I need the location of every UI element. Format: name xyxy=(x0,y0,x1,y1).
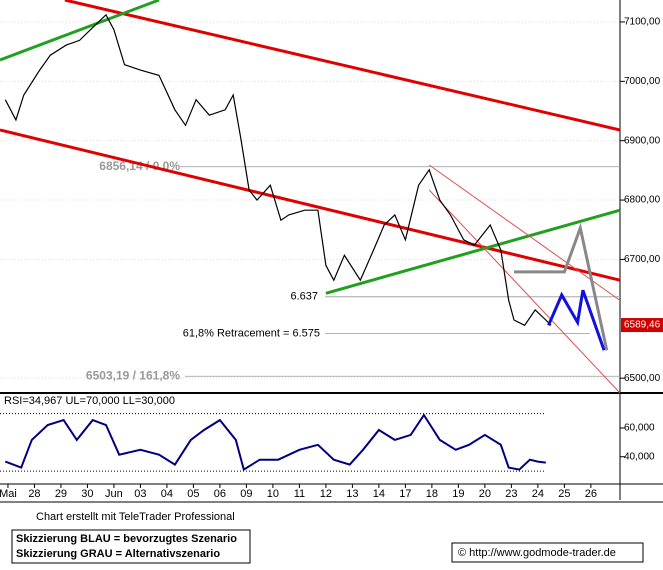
x-tick-label: 26 xyxy=(585,488,597,500)
trendline xyxy=(0,0,160,62)
x-tick-label: 11 xyxy=(294,488,305,500)
scenario-line xyxy=(514,222,609,351)
x-tick-label: 19 xyxy=(452,488,464,500)
x-tick-label: 05 xyxy=(187,488,199,500)
x-tick-label: 03 xyxy=(134,488,146,500)
level-label: 6503,19 / 161,8% xyxy=(86,368,180,382)
x-tick-label: 13 xyxy=(346,488,358,500)
x-tick-label: 25 xyxy=(558,488,570,500)
credit: Chart erstellt mit TeleTrader Profession… xyxy=(36,511,235,523)
last-price-label: 6589,46 xyxy=(624,320,661,331)
level-label: 6.637 xyxy=(290,291,318,303)
legend-box xyxy=(11,529,251,564)
y-tick-label: 6800,00 xyxy=(624,195,661,206)
rsi-line xyxy=(4,413,546,472)
x-tick-label: 14 xyxy=(373,488,385,500)
y-tick-label: 6900,00 xyxy=(624,135,661,146)
y-tick-label: 60,000 xyxy=(624,423,655,434)
legend-entry: Skizzierung BLAU = bevorzugtes Szenario xyxy=(16,533,237,545)
x-tick-label: Jun xyxy=(105,488,123,500)
x-tick-label: 23 xyxy=(505,488,517,500)
x-tick-label: 06 xyxy=(214,488,226,500)
x-tick-label: 20 xyxy=(479,488,491,500)
x-tick-label: 18 xyxy=(426,488,438,500)
last-price-box xyxy=(621,318,663,333)
x-tick-label: Mai xyxy=(0,488,17,500)
source: © http://www.godmode-trader.de xyxy=(458,547,616,559)
x-tick-label: 28 xyxy=(28,488,40,500)
trendline xyxy=(428,164,621,301)
y-tick-label: 7100,00 xyxy=(624,17,661,28)
x-tick-label: 10 xyxy=(267,488,279,500)
trendline xyxy=(0,128,621,282)
y-tick-label: 6500,00 xyxy=(624,373,661,384)
legend-entry: Skizzierung GRAU = Alternativszenario xyxy=(16,548,220,560)
rsi-title: RSI=34,967 UL=70,000 LL=30,000 xyxy=(4,395,175,407)
source-box xyxy=(451,542,644,563)
scenario-line xyxy=(547,289,606,351)
x-tick-label: 24 xyxy=(532,488,544,500)
y-tick-label: 7000,00 xyxy=(624,76,661,87)
x-tick-label: 09 xyxy=(240,488,252,500)
price-line xyxy=(4,13,552,327)
x-tick-label: 17 xyxy=(399,488,411,500)
x-tick-label: 04 xyxy=(161,488,173,500)
x-tick-label: 29 xyxy=(55,488,67,500)
x-tick-label: 12 xyxy=(320,488,332,500)
trendline xyxy=(428,189,621,394)
trendline xyxy=(64,0,621,132)
level-label: 61,8% Retracement = 6.575 xyxy=(183,328,320,340)
trendline xyxy=(325,208,621,295)
x-tick-label: 30 xyxy=(81,488,93,500)
y-tick-label: 6700,00 xyxy=(624,254,661,265)
y-tick-label: 40,000 xyxy=(624,451,655,462)
